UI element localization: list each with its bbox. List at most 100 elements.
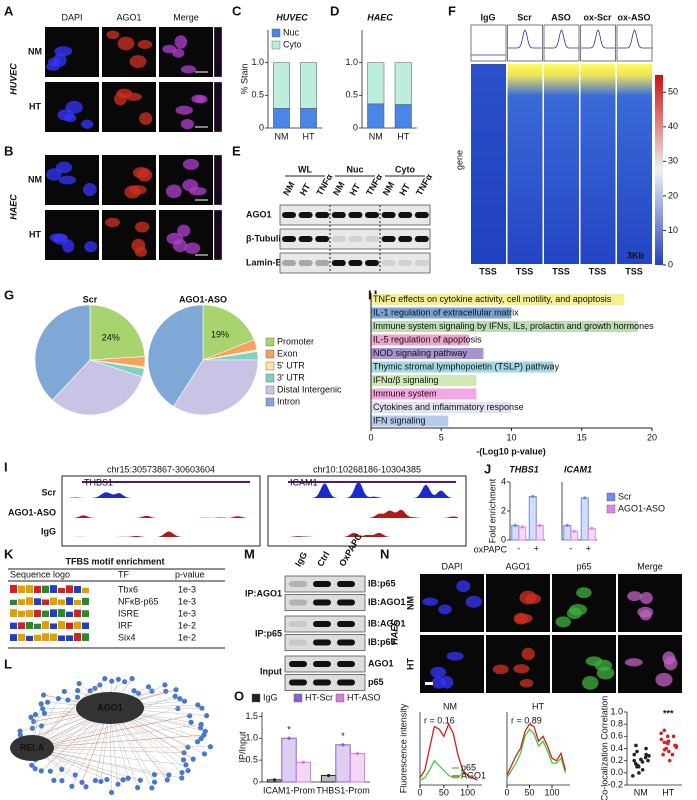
node — [32, 711, 39, 718]
bar — [335, 744, 351, 783]
row-label: NM — [28, 46, 42, 56]
region-coord: chr15:30573867-30603604 — [107, 464, 215, 474]
legend-swatch — [265, 385, 275, 395]
node — [115, 781, 121, 787]
node — [41, 710, 48, 716]
node — [29, 762, 35, 768]
legend-swatch — [271, 28, 281, 38]
band — [348, 212, 363, 218]
band — [289, 661, 307, 667]
point — [667, 758, 672, 763]
band — [398, 236, 413, 242]
nucleus — [54, 46, 73, 57]
profile-frame — [543, 24, 580, 62]
x-tick-label: THBS1-Prom — [316, 785, 370, 795]
x-tick-label: HT — [397, 131, 409, 141]
band — [331, 260, 346, 266]
lane-label: HT — [298, 181, 313, 197]
band — [282, 236, 296, 242]
node — [164, 777, 170, 783]
logo-letter — [50, 609, 57, 617]
legend-swatch — [265, 397, 275, 407]
nucleus — [106, 30, 120, 40]
x-axis-label: TSS — [552, 266, 570, 276]
node — [28, 714, 34, 720]
micrograph — [618, 574, 682, 632]
node — [65, 697, 71, 703]
x-tick-label: 0 — [417, 787, 422, 797]
table-cell: 1e-3 — [178, 608, 196, 618]
lane-label: NM — [381, 180, 397, 197]
y-tick-label: 0.5 — [345, 90, 358, 100]
y-tick-label: 0.0 — [610, 767, 623, 777]
node — [145, 684, 152, 690]
band — [289, 639, 307, 646]
x-tick-label: 10 — [506, 432, 516, 442]
legend-swatch — [265, 373, 275, 383]
nucleus — [422, 597, 439, 606]
node — [75, 688, 81, 694]
node — [162, 682, 168, 688]
point — [662, 747, 667, 752]
nucleus — [180, 118, 194, 130]
logo-letter — [34, 623, 41, 629]
bar — [295, 761, 312, 783]
column-label: DAPI — [61, 12, 82, 22]
bar — [371, 402, 512, 413]
band — [337, 581, 355, 587]
table-cell: IRF — [118, 620, 133, 630]
node — [173, 687, 179, 693]
band — [365, 212, 379, 218]
column-label: AGO1 — [505, 561, 530, 571]
bar-label: TNFα effects on cytokine activity, cell … — [373, 294, 612, 304]
legend-label: Promoter — [277, 336, 314, 346]
logo-letter — [10, 622, 17, 629]
legend-label: 3' UTR — [277, 372, 305, 382]
panel-letter: I — [4, 459, 8, 474]
nucleus — [582, 675, 599, 690]
node — [166, 772, 172, 778]
annotation: r = 0.89 — [511, 715, 542, 725]
hub-label: RELA — [20, 742, 45, 752]
table-cell: 1e-3 — [178, 596, 196, 606]
x-tick-label: 50 — [524, 787, 534, 797]
nucleus — [492, 664, 509, 675]
column-label: p65 — [576, 561, 591, 571]
slice-label: 24% — [102, 332, 120, 342]
legend-label: Exon — [277, 348, 298, 358]
logo-letter — [10, 634, 17, 641]
region-frame — [61, 475, 261, 547]
logo-letter — [42, 633, 49, 641]
bar — [300, 108, 317, 129]
nucleus — [624, 658, 643, 667]
band — [365, 236, 379, 242]
column-label: Merge — [637, 561, 663, 571]
bar — [371, 334, 470, 346]
line-series — [419, 722, 478, 781]
node — [181, 698, 188, 704]
lane-label: HT — [397, 181, 412, 197]
nucleus — [131, 238, 146, 253]
nucleus — [175, 105, 193, 115]
y-tick-label: 4 — [501, 476, 506, 486]
nucleus — [114, 92, 127, 106]
band — [289, 621, 307, 627]
profile — [544, 29, 579, 49]
node — [129, 676, 135, 682]
panel-letter: E — [232, 143, 241, 158]
bar-label: Thymic stromal lymphopoietin (TSLP) path… — [373, 362, 560, 372]
y-tick-label: 1.0 — [251, 57, 264, 67]
edge — [31, 747, 182, 779]
legend-swatch — [606, 504, 616, 514]
bar — [394, 62, 412, 105]
legend-swatch — [265, 337, 275, 347]
bar-label: IFN signaling — [373, 416, 426, 426]
annotation: *** — [663, 708, 674, 718]
logo-letter — [18, 610, 25, 617]
node — [187, 713, 193, 719]
band — [398, 212, 413, 218]
side-view — [213, 209, 223, 261]
node — [179, 775, 185, 781]
node — [51, 777, 57, 783]
node — [137, 777, 143, 783]
